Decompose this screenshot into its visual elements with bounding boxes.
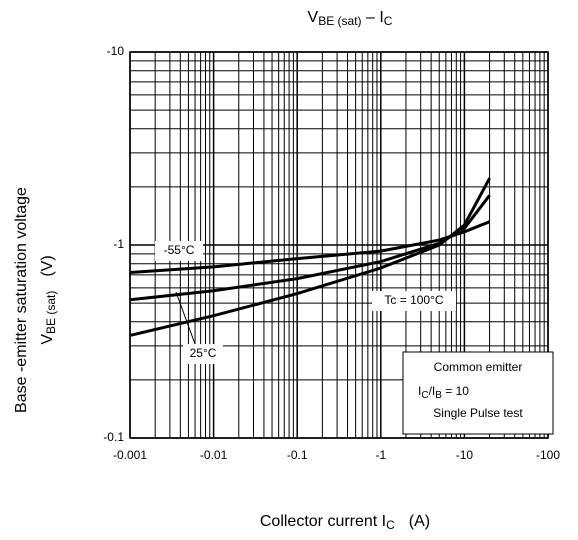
- label-box: [155, 241, 203, 261]
- x-label-sub: C: [386, 518, 395, 532]
- title-part: V: [308, 9, 319, 26]
- note-part: I: [418, 384, 421, 398]
- y-axis-label: VBE (sat) (V): [39, 255, 58, 344]
- label-arrow: [175, 291, 196, 345]
- note-part: B: [435, 390, 442, 401]
- label-box: [183, 344, 223, 364]
- x-tick-label: -1: [375, 448, 386, 462]
- x-label-unit: (A): [409, 513, 430, 530]
- plot-frame: [129, 51, 549, 439]
- line: [129, 220, 491, 274]
- line: [129, 177, 491, 337]
- y-label-sub: BE (sat): [44, 291, 58, 334]
- x-tick-label: -10: [456, 448, 474, 462]
- title-part: – I: [362, 9, 384, 26]
- note-part: = 10: [442, 384, 469, 398]
- x-tick-label: -0.01: [200, 448, 228, 462]
- x-tick-label: -100: [536, 448, 560, 462]
- y-tick-label: -0.1: [103, 430, 124, 444]
- note-text: Common emitter: [434, 360, 523, 374]
- note-part: C: [421, 390, 428, 401]
- y-label-part: V: [39, 334, 56, 345]
- y-tick-label: -10: [107, 44, 125, 58]
- note-part: /I: [429, 384, 436, 398]
- note-box: [402, 351, 554, 435]
- title-sub: BE (sat): [318, 14, 361, 28]
- x-tick-label: -0.1: [287, 448, 308, 462]
- x-axis-label: Collector current IC (A): [260, 513, 430, 532]
- title-sub: C: [384, 14, 393, 28]
- y-tick-label: -1: [113, 237, 124, 251]
- label-box: [372, 291, 456, 311]
- y-axis-label: Base -emitter saturation voltage: [13, 187, 30, 413]
- series-label: Tc = 100°C: [384, 293, 443, 307]
- y-label-unit: (V): [39, 255, 56, 276]
- series-label: -55°C: [164, 243, 195, 257]
- x-label-part: Collector current I: [260, 513, 386, 530]
- line: [129, 194, 491, 302]
- note-text: Single Pulse test: [433, 406, 523, 420]
- note-text: IC/IB = 10: [418, 384, 469, 400]
- x-tick-label: -0.001: [113, 448, 147, 462]
- series-label: 25°C: [190, 346, 217, 360]
- chart-title: VBE (sat) – IC: [308, 9, 393, 28]
